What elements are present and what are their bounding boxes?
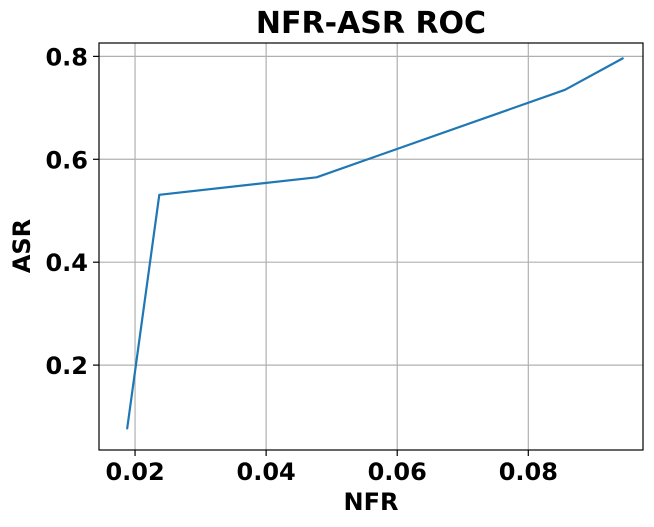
chart-title: NFR-ASR ROC [256,6,486,41]
x-axis-label: NFR [344,488,399,516]
y-axis-label: ASR [8,219,36,273]
series-layer [126,57,624,430]
x-tick-label: 0.06 [368,458,427,486]
x-tick-label: 0.02 [105,458,164,486]
series-line [126,57,624,430]
y-tick-label: 0.2 [45,352,88,380]
x-axis: 0.02 0.04 0.06 0.08 [105,450,558,486]
y-tick-label: 0.8 [45,43,88,71]
y-tick-label: 0.6 [45,146,88,174]
grid [99,43,643,450]
x-tick-label: 0.08 [499,458,558,486]
x-tick-label: 0.04 [237,458,296,486]
y-tick-label: 0.4 [45,249,88,277]
y-axis: 0.2 0.4 0.6 0.8 [45,43,99,380]
plot-frame [98,42,644,451]
